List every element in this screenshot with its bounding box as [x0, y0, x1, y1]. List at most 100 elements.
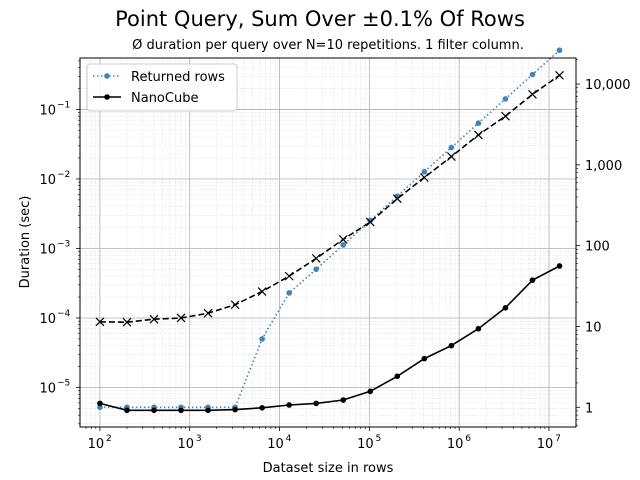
data-point-nanocube: [124, 407, 130, 414]
data-point-nanocube: [502, 305, 509, 311]
data-point-baseline: [446, 152, 456, 161]
data-point-returned-rows: [475, 120, 482, 126]
data-point-returned-rows: [448, 144, 455, 151]
y-tick-exponent: −5: [57, 378, 70, 388]
y-tick-exponent: −3: [57, 239, 70, 249]
data-point-baseline: [473, 130, 483, 140]
right-tick-label: 1: [585, 401, 593, 416]
right-tick-label: 10: [585, 320, 602, 335]
data-point-baseline: [338, 234, 348, 244]
right-tick-label: 10,000: [585, 78, 631, 93]
x-tick-exponent: 3: [196, 434, 202, 444]
data-point-stroke: [501, 111, 510, 121]
plot-frame: [79, 57, 577, 428]
data-point-returned-rows: [97, 404, 103, 411]
data-point-returned-rows: [556, 47, 563, 54]
data-point-baseline: [501, 111, 510, 121]
y-tick-label: 10: [39, 312, 56, 327]
data-point-nanocube: [556, 263, 563, 269]
data-point-baseline: [176, 313, 186, 323]
data-point-nanocube: [340, 397, 347, 403]
data-point-returned-rows: [421, 169, 428, 175]
grid: [80, 58, 576, 427]
y-tick-label: 10: [39, 173, 56, 188]
x-tick-exponent: 7: [555, 434, 561, 444]
data-point-stroke: [365, 217, 375, 227]
data-point-stroke: [122, 317, 132, 327]
data-point-baseline: [230, 300, 240, 310]
data-point-baseline: [284, 271, 294, 281]
right-axis-ticks: 1 10 100 1,000 10,000: [576, 59, 631, 426]
y-tick-exponent: −4: [57, 309, 71, 319]
data-point-stroke: [257, 287, 267, 296]
x-axis-ticks: 10 2 10 3 10 4 10 5 10 6 10 7: [85, 427, 561, 452]
data-point-returned-rows: [340, 242, 347, 248]
chart-subtitle: Ø duration per query over N=10 repetitio…: [132, 38, 524, 53]
legend-label-returned-rows: Returned rows: [131, 70, 225, 85]
data-point-nanocube: [529, 277, 536, 283]
data-point-stroke: [555, 70, 564, 80]
series-line-returned-rows: [99, 49, 561, 409]
data-point-nanocube: [367, 388, 374, 395]
data-point-nanocube: [97, 400, 103, 407]
y-axis-label: Duration (sec): [18, 196, 33, 289]
data-point-baseline: [528, 89, 537, 99]
data-point-returned-rows: [259, 336, 265, 342]
data-point-nanocube: [421, 355, 428, 362]
legend-marker-returned-rows: [104, 73, 110, 79]
data-point-stroke: [419, 173, 429, 182]
x-tick-label: 10: [447, 437, 464, 452]
legend-label-nanocube: NanoCube: [131, 91, 198, 106]
data-point-baseline: [392, 194, 402, 204]
data-point-nanocube: [178, 407, 184, 414]
data-point-returned-rows: [502, 96, 509, 102]
x-tick-label: 10: [267, 437, 284, 452]
data-point-baseline: [203, 308, 213, 318]
data-point-stroke: [203, 308, 213, 318]
data-point-nanocube: [475, 325, 482, 332]
data-point-nanocube: [448, 342, 455, 349]
data-point-returned-rows: [367, 217, 374, 224]
data-point-stroke: [176, 313, 186, 323]
data-point-returned-rows: [286, 290, 292, 296]
data-point-baseline: [365, 217, 375, 227]
y-axis-ticks: 10−510−410−310−210−1: [39, 60, 80, 425]
data-point-stroke: [149, 314, 159, 324]
x-tick-exponent: 5: [375, 434, 381, 444]
data-point-stroke: [284, 271, 294, 281]
y-tick-label: 10: [39, 381, 56, 396]
chart-title: Point Query, Sum Over ±0.1% Of Rows: [115, 7, 525, 31]
legend: Returned rows NanoCube: [86, 63, 238, 112]
x-tick-exponent: 6: [465, 434, 471, 444]
data-point-stroke: [528, 89, 537, 99]
data-point-nanocube: [151, 407, 157, 414]
legend-box: [86, 63, 238, 112]
legend-marker-nanocube: [104, 94, 110, 100]
series-line-baseline: [99, 74, 560, 324]
x-tick-label: 10: [537, 437, 554, 452]
data-point-returned-rows: [529, 71, 536, 78]
data-point-nanocube: [394, 373, 401, 380]
right-tick-label: 1,000: [585, 159, 622, 174]
data-point-returned-rows: [313, 266, 320, 273]
data-point-baseline: [95, 317, 105, 327]
x-axis-label: Dataset size in rows: [263, 461, 394, 476]
data-point-nanocube: [205, 407, 211, 414]
x-tick-label: 10: [357, 437, 374, 452]
series-line-nanocube: [99, 265, 560, 412]
data-point-baseline: [122, 317, 132, 327]
data-point-baseline: [555, 70, 564, 80]
data-point-nanocube: [232, 406, 238, 413]
y-tick-label: 10: [39, 242, 56, 257]
data-point-stroke: [311, 253, 321, 263]
right-tick-label: 100: [585, 240, 610, 255]
data-point-baseline: [419, 173, 429, 182]
data-point-stroke: [446, 152, 456, 161]
x-tick-label: 10: [177, 437, 194, 452]
x-tick-exponent: 4: [286, 434, 292, 444]
series-layer: [95, 47, 564, 414]
x-tick-exponent: 2: [106, 434, 112, 444]
data-point-stroke: [338, 234, 348, 244]
data-point-stroke: [230, 300, 240, 310]
